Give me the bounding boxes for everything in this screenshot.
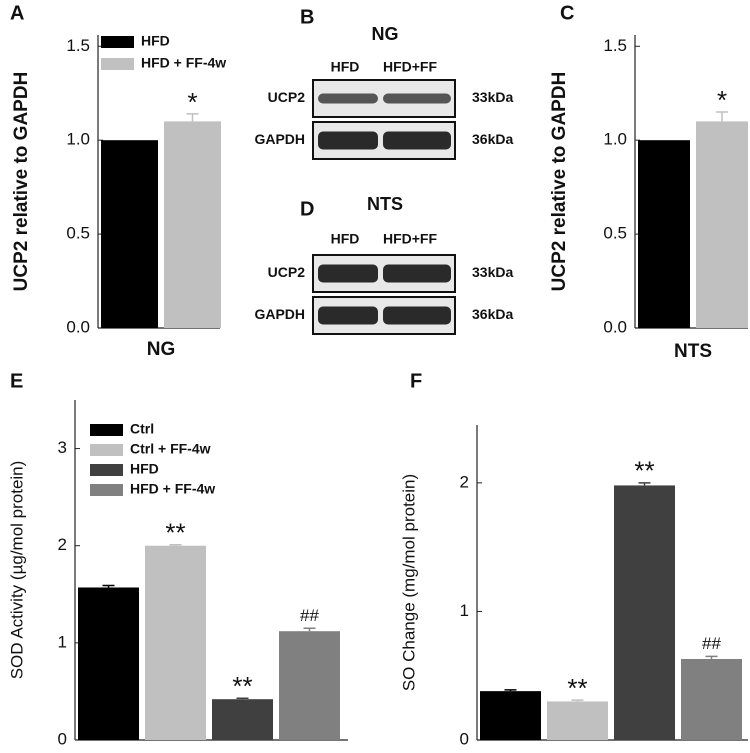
error-bar [303, 627, 316, 632]
legend-swatch [101, 58, 134, 70]
y-axis-label: UCP2 relative to GAPDH [549, 72, 570, 292]
blot-band [318, 306, 378, 325]
y-axis-label: SOD Activity (µg/mol protein) [7, 461, 26, 680]
lane-label: HFD [331, 59, 360, 75]
legend-swatch [90, 424, 123, 436]
panel-label: A [10, 2, 24, 24]
size-label: 33kDa [472, 264, 513, 280]
bar [614, 485, 675, 740]
bar [480, 691, 541, 740]
y-tick-label: 1.5 [66, 36, 90, 55]
y-tick-label: 2 [460, 472, 469, 491]
panel-label: B [300, 6, 314, 28]
bar [145, 545, 206, 740]
error-bar [102, 584, 115, 588]
significance-mark: ## [702, 634, 721, 653]
legend-swatch [90, 484, 123, 496]
error-bar [638, 482, 651, 486]
blot-band [383, 93, 451, 104]
panel-label: C [560, 2, 574, 24]
bar [279, 631, 340, 740]
blot-band [318, 131, 378, 150]
y-tick-label: 3 [58, 438, 67, 457]
y-tick-label: 0 [460, 729, 469, 748]
bar [78, 587, 139, 740]
bar [696, 121, 748, 329]
error-bar [705, 655, 718, 659]
legend-label: HFD [141, 33, 170, 49]
row-label: UCP2 [268, 89, 306, 105]
row-label: GAPDH [254, 306, 305, 322]
y-tick-label: 1.5 [603, 36, 627, 55]
y-tick-label: 1.0 [66, 130, 90, 149]
blot-band [383, 306, 451, 325]
lane-label: HFD+FF [383, 59, 438, 75]
error-bar [169, 543, 182, 546]
panel-label: D [300, 198, 314, 220]
panel-label: F [410, 370, 422, 392]
significance-mark: ** [567, 673, 587, 703]
significance-mark: ## [300, 606, 319, 625]
blot-title: NG [372, 24, 399, 44]
y-tick-label: 1 [58, 632, 67, 651]
bar [212, 699, 273, 740]
blot-band [383, 131, 451, 150]
legend-swatch [90, 444, 123, 456]
size-label: 36kDa [472, 306, 513, 322]
legend-swatch [101, 36, 134, 48]
blot-band [318, 264, 378, 283]
error-bar [716, 111, 728, 122]
row-label: GAPDH [254, 131, 305, 147]
bar [164, 121, 221, 329]
y-tick-label: 0.0 [66, 317, 90, 336]
blot-band [383, 264, 451, 283]
y-tick-label: 0 [58, 729, 67, 748]
bar [681, 659, 742, 740]
legend-label: HFD [130, 461, 159, 477]
error-bar [236, 697, 249, 700]
y-axis-label: SO Change (mg/mol protein) [399, 474, 418, 691]
y-tick-label: 0.5 [66, 224, 90, 243]
significance-mark: * [187, 87, 197, 117]
significance-mark: ** [165, 518, 185, 548]
y-axis-label: UCP2 relative to GAPDH [11, 72, 32, 292]
blot-band [318, 93, 378, 104]
significance-mark: * [717, 85, 727, 115]
y-tick-label: 0.5 [603, 224, 627, 243]
significance-mark: ** [634, 456, 654, 486]
panel-label: E [10, 370, 23, 392]
lane-label: HFD+FF [383, 231, 438, 247]
error-bar [571, 699, 584, 702]
y-tick-label: 2 [58, 535, 67, 554]
error-bar [504, 689, 517, 692]
legend-label: Ctrl [130, 421, 154, 437]
legend-label: HFD + FF-4w [141, 55, 226, 71]
bar [638, 140, 690, 328]
significance-mark: ** [232, 671, 252, 701]
y-tick-label: 1 [460, 601, 469, 620]
blot-title: NTS [367, 194, 403, 214]
size-label: 36kDa [472, 131, 513, 147]
error-bar [186, 113, 199, 122]
legend-label: HFD + FF-4w [130, 481, 215, 497]
legend-label: Ctrl + FF-4w [130, 441, 211, 457]
x-axis-label: NG [147, 339, 176, 360]
bar [101, 140, 158, 328]
bar [547, 701, 608, 740]
x-axis-label: NTS [674, 341, 712, 362]
y-tick-label: 1.0 [603, 130, 627, 149]
legend-swatch [90, 464, 123, 476]
lane-label: HFD [331, 231, 360, 247]
size-label: 33kDa [472, 89, 513, 105]
y-tick-label: 0.0 [603, 317, 627, 336]
row-label: UCP2 [268, 264, 306, 280]
